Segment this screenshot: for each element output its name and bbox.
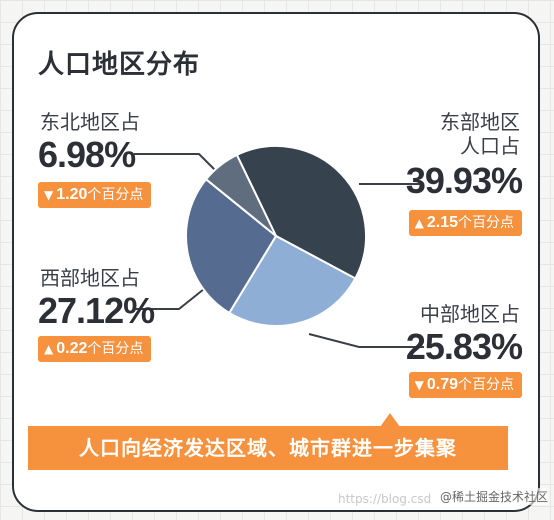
- pie-slice-northeast: [204, 153, 277, 237]
- down-arrow-icon: ▼: [414, 378, 424, 392]
- pie-chart: [185, 145, 367, 327]
- up-arrow-icon: ▲: [414, 216, 424, 230]
- change-value-west: 0.22: [56, 340, 88, 357]
- change-badge-central: ▼ 0.79个百分点: [408, 372, 522, 398]
- change-unit-northeast: 个百分点: [87, 187, 144, 203]
- change-unit-west: 个百分点: [87, 341, 144, 357]
- label-central: 中部地区占: [420, 302, 520, 326]
- label-northeast: 东北地区占: [40, 110, 140, 134]
- change-unit-central: 个百分点: [458, 377, 514, 393]
- chart-title: 人口地区分布: [38, 50, 201, 80]
- change-value-east: 2.15: [426, 214, 458, 231]
- value-east: 39.93%: [405, 160, 523, 201]
- label-east-line1: 东部地区: [440, 110, 520, 134]
- change-value-central: 0.79: [426, 376, 458, 393]
- banner-pointer: [380, 413, 400, 427]
- leader-line-central: [308, 333, 424, 348]
- pie-slice-west: [185, 177, 278, 315]
- label-west: 西部地区占: [40, 266, 140, 290]
- down-arrow-icon: ▼: [44, 188, 54, 202]
- change-badge-east: ▲ 2.15个百分点: [408, 210, 522, 236]
- watermark-url: https://blog.csd: [338, 492, 432, 506]
- change-value-northeast: 1.20: [56, 186, 88, 203]
- leader-line-west: [134, 288, 205, 310]
- leader-lines: [134, 153, 424, 348]
- change-unit-east: 个百分点: [458, 215, 514, 231]
- label-east-line2: 人口占: [460, 134, 520, 158]
- pie-slice-central: [227, 234, 357, 327]
- value-west: 27.12%: [38, 290, 155, 331]
- leader-line-northeast: [134, 153, 220, 175]
- change-badge-northeast: ▼ 1.20个百分点: [38, 182, 152, 208]
- up-arrow-icon: ▲: [44, 342, 54, 356]
- watermark-site: @稀土掘金技术社区: [439, 488, 548, 505]
- change-badge-west: ▲ 0.22个百分点: [38, 336, 152, 362]
- value-central: 25.83%: [405, 326, 523, 367]
- value-northeast: 6.98%: [38, 134, 136, 175]
- summary-banner: 人口向经济发达区域、城市群进一步集聚: [28, 426, 508, 470]
- pie-slice-east: [235, 145, 367, 280]
